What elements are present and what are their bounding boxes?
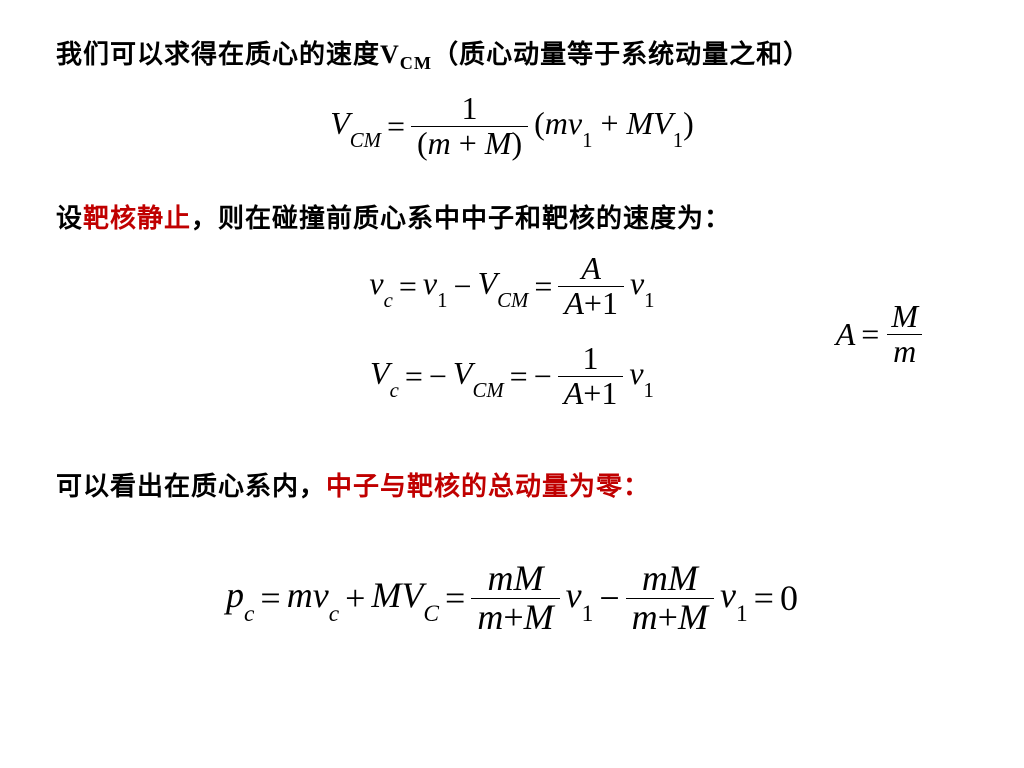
text-line-2-red: 靶核静止	[83, 204, 191, 233]
slide: 我们可以求得在质心的速度VCM（质心动量等于系统动量之和） VCM = 1 (m…	[0, 0, 1024, 768]
text-line-3: 可以看出在质心系内，中子与靶核的总动量为零：	[56, 466, 650, 503]
text-line-2: 设靶核静止，则在碰撞前质心系中中子和靶核的速度为：	[56, 198, 731, 235]
text-line-3-red: 中子与靶核的总动量为零：	[326, 472, 650, 501]
eq1-lhs: VCM	[330, 105, 381, 147]
equation-vcm: VCM = 1 (m + M) (mv1 + MV1)	[0, 92, 1024, 160]
eq1-fraction: 1 (m + M)	[411, 92, 528, 160]
text-line-1-pre: 我们可以求得在质心的速度V	[56, 40, 400, 69]
eq1-tail: (mv1 + MV1)	[534, 105, 694, 147]
text-line-1: 我们可以求得在质心的速度VCM（质心动量等于系统动量之和）	[56, 34, 810, 74]
equation-pc: pc = mvc + MVC = mM m+M v1 − mM m+M v1 =…	[0, 560, 1024, 637]
equation-A-def: A = M m	[836, 300, 924, 368]
text-line-1-post: （质心动量等于系统动量之和）	[432, 40, 810, 69]
text-line-1-sub: CM	[400, 53, 432, 73]
